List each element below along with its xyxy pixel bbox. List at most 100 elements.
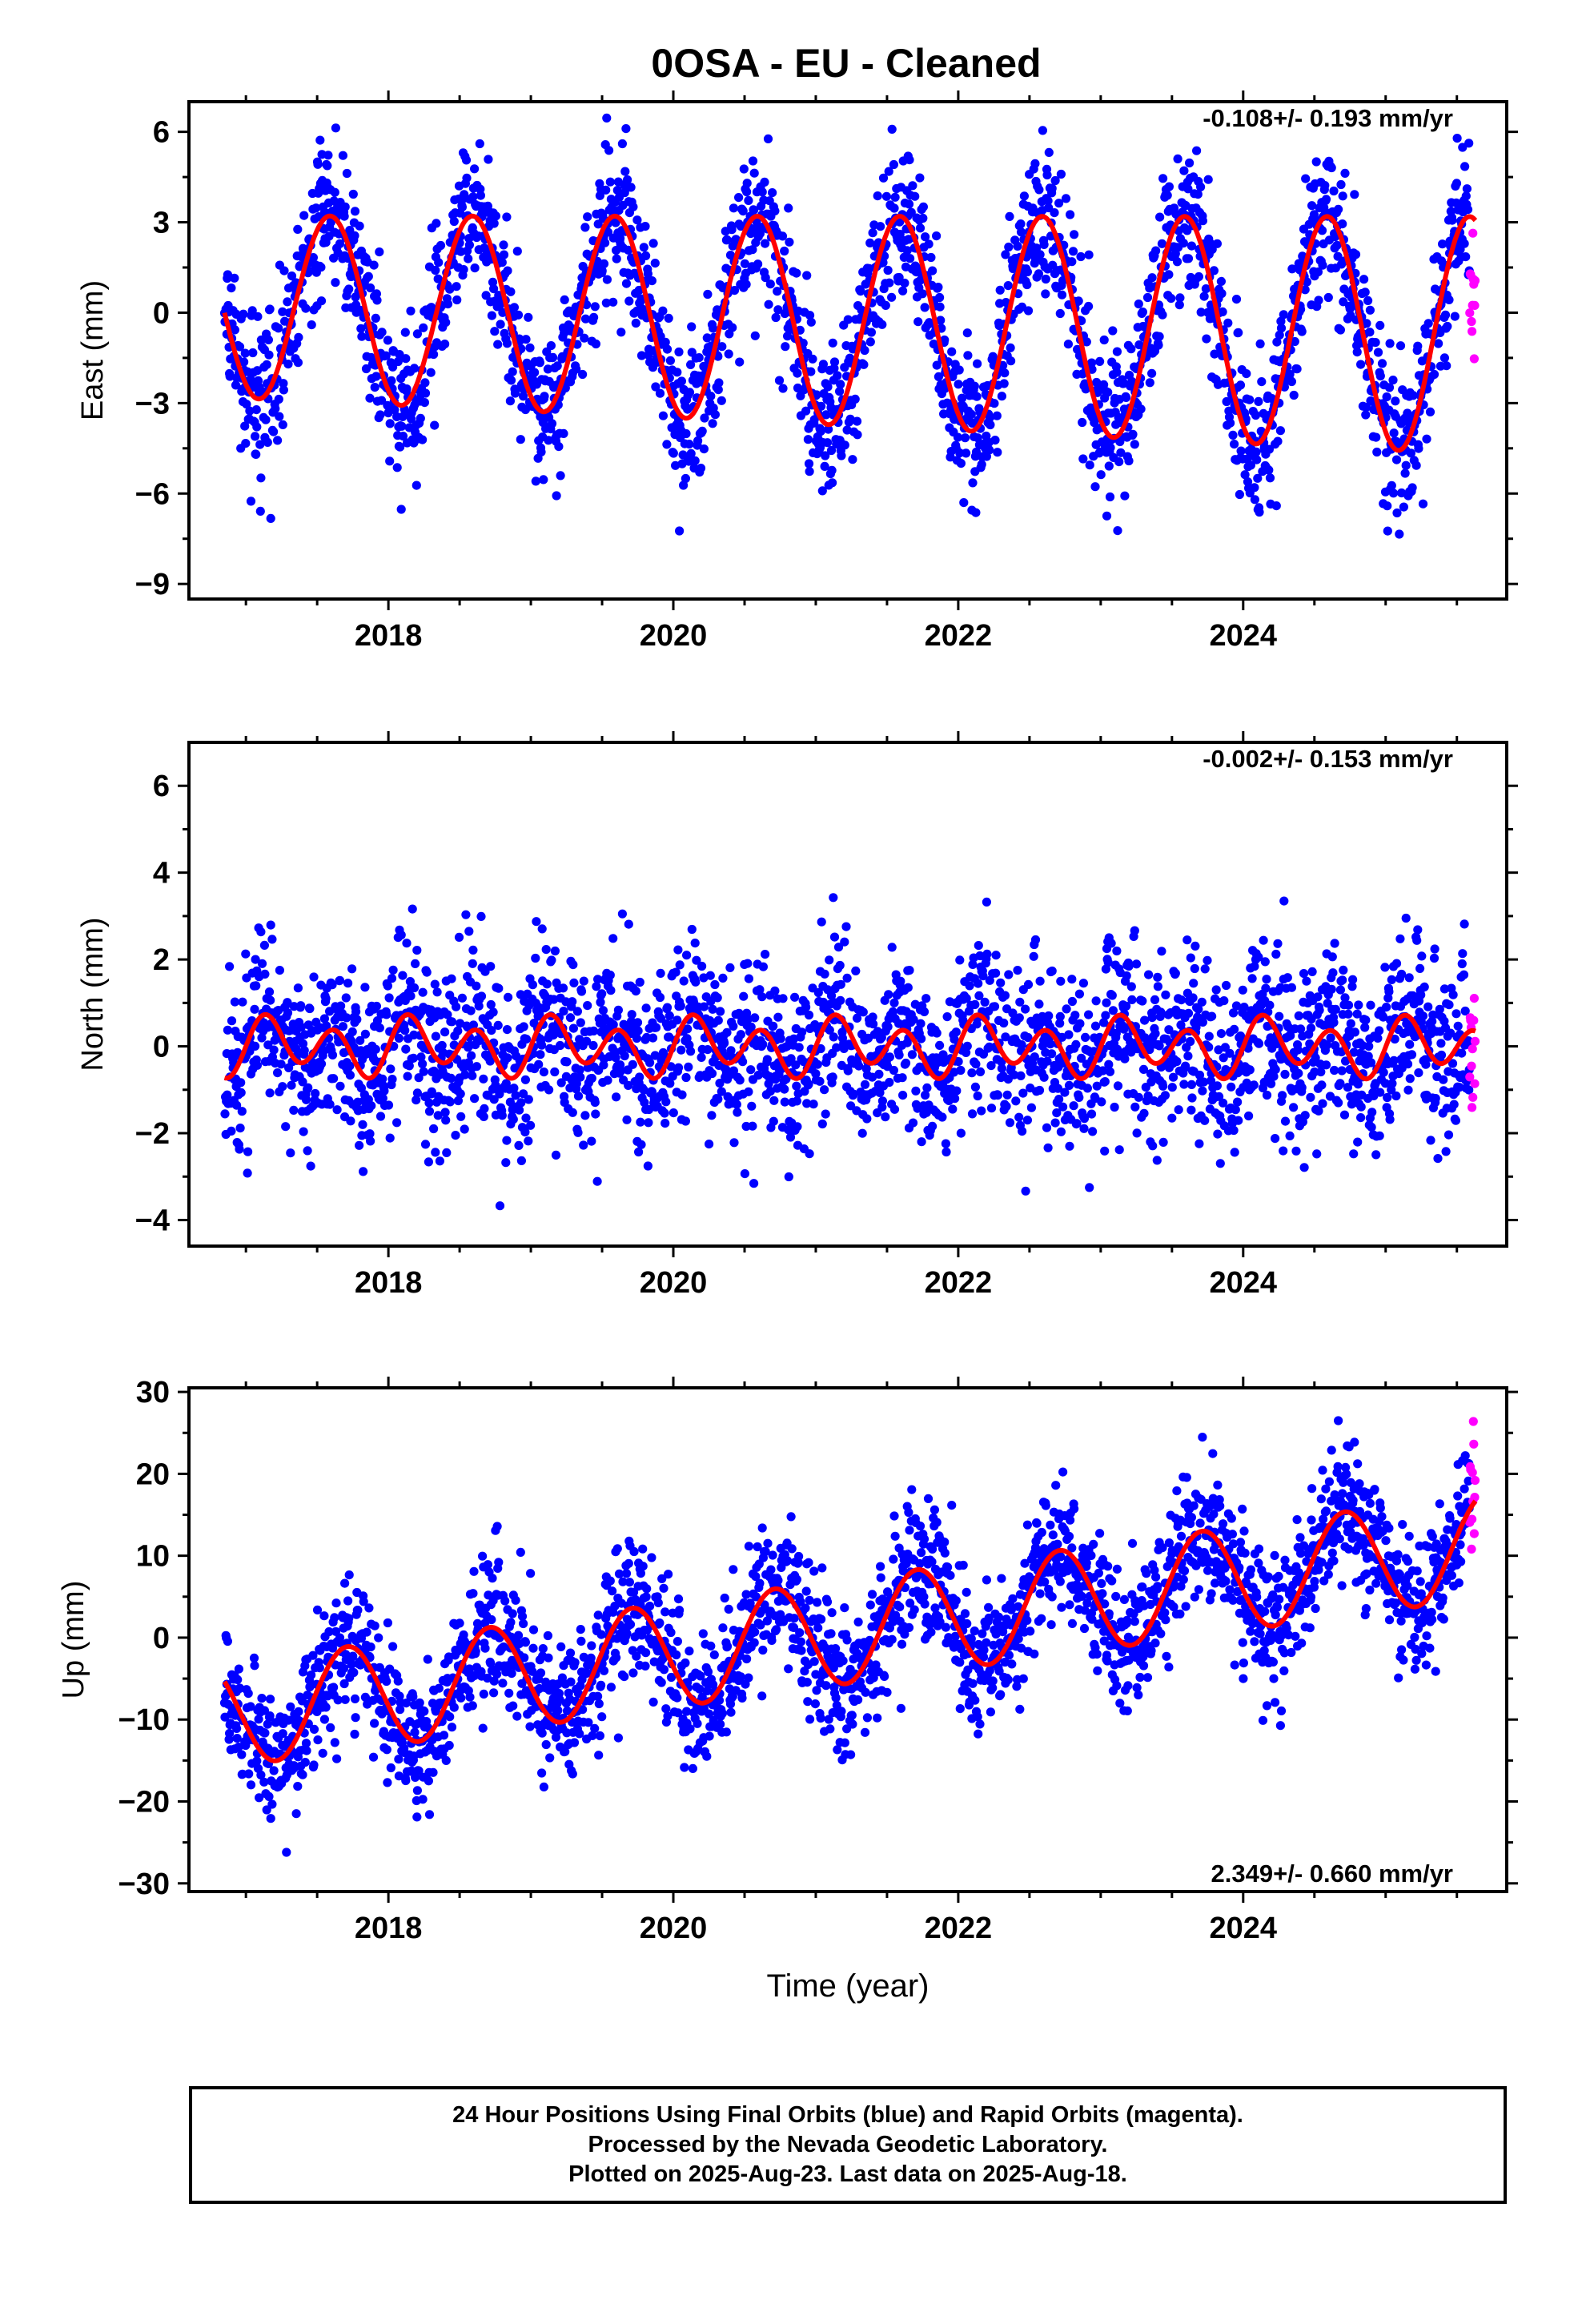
final-orbit-point <box>890 192 900 202</box>
final-orbit-point <box>1335 1079 1345 1088</box>
final-orbit-point <box>1142 292 1153 303</box>
final-orbit-point <box>1061 194 1071 203</box>
final-orbit-point <box>908 181 917 191</box>
final-orbit-point <box>859 360 869 369</box>
final-orbit-point <box>367 1101 376 1111</box>
final-orbit-point <box>797 1027 807 1037</box>
final-orbit-point <box>348 189 358 199</box>
final-orbit-point <box>778 994 788 1003</box>
final-orbit-point <box>693 436 703 446</box>
final-orbit-point <box>1216 1029 1226 1039</box>
final-orbit-point <box>227 1126 236 1136</box>
final-orbit-point <box>913 317 923 327</box>
final-orbit-point <box>817 917 826 927</box>
final-orbit-point <box>1155 212 1165 222</box>
final-orbit-point <box>952 1086 962 1096</box>
final-orbit-point <box>1193 190 1203 199</box>
final-orbit-point <box>1423 319 1433 328</box>
final-orbit-point <box>261 415 271 424</box>
final-orbit-point <box>591 1109 600 1119</box>
final-orbit-point <box>1099 335 1109 345</box>
final-orbit-point <box>977 460 986 469</box>
final-orbit-point <box>881 1112 890 1122</box>
final-orbit-point <box>274 394 283 404</box>
final-orbit-point <box>1334 204 1343 214</box>
final-orbit-point <box>1278 1091 1287 1100</box>
final-orbit-point <box>472 1062 482 1072</box>
final-orbit-point <box>954 380 963 389</box>
final-orbit-point <box>1429 953 1439 963</box>
final-orbit-point <box>443 300 453 309</box>
final-orbit-point <box>457 993 468 1003</box>
final-orbit-point <box>344 284 354 294</box>
final-orbit-point <box>1201 284 1211 294</box>
final-orbit-point <box>1354 1000 1363 1010</box>
final-orbit-point <box>805 311 815 320</box>
final-orbit-point <box>435 1156 445 1166</box>
east-y-axis-label: East (mm) <box>76 280 110 420</box>
final-orbit-point <box>365 393 375 403</box>
final-orbit-point <box>1306 1092 1315 1102</box>
final-orbit-point <box>1279 1146 1288 1156</box>
final-orbit-point <box>1307 967 1317 976</box>
final-orbit-point <box>1158 1081 1168 1091</box>
final-orbit-point <box>720 1038 729 1048</box>
final-orbit-point <box>1440 310 1451 320</box>
final-orbit-point <box>253 376 263 385</box>
final-orbit-point <box>572 1007 583 1016</box>
final-orbit-point <box>251 405 261 415</box>
final-orbit-point <box>550 946 560 956</box>
final-orbit-point <box>940 335 950 345</box>
final-orbit-point <box>773 287 782 296</box>
final-orbit-point <box>1034 185 1044 195</box>
final-orbit-point <box>669 448 678 458</box>
final-orbit-point <box>508 367 517 376</box>
final-orbit-point <box>1136 404 1146 414</box>
final-orbit-point <box>1279 310 1288 320</box>
final-orbit-point <box>1367 1108 1377 1117</box>
final-orbit-point <box>401 354 411 364</box>
final-orbit-point <box>497 1111 507 1120</box>
final-orbit-point <box>287 271 297 281</box>
final-orbit-point <box>621 124 631 134</box>
final-orbit-point <box>959 498 969 508</box>
final-orbit-point <box>568 997 577 1007</box>
final-orbit-point <box>1182 935 1192 945</box>
final-orbit-point <box>1147 273 1157 283</box>
final-orbit-point <box>1022 267 1032 277</box>
final-orbit-point <box>1275 330 1284 340</box>
final-orbit-point <box>401 1044 411 1054</box>
final-orbit-point <box>251 1041 260 1051</box>
final-orbit-point <box>424 1157 434 1167</box>
final-orbit-point <box>591 339 601 349</box>
final-orbit-point <box>296 1001 306 1011</box>
final-orbit-point <box>1362 319 1371 328</box>
final-orbit-point <box>973 433 982 443</box>
final-orbit-point <box>1066 210 1075 219</box>
final-orbit-point <box>780 246 789 256</box>
final-orbit-point <box>1397 488 1407 498</box>
final-orbit-point <box>1317 1080 1327 1090</box>
final-orbit-point <box>829 357 840 367</box>
y-tick-label: −3 <box>135 387 170 420</box>
final-orbit-point <box>885 1077 894 1088</box>
final-orbit-point <box>866 328 876 337</box>
final-orbit-point <box>521 335 531 344</box>
rapid-orbit-point <box>1468 327 1477 336</box>
final-orbit-point <box>681 473 691 484</box>
final-orbit-point <box>1018 1088 1028 1098</box>
final-orbit-point <box>671 460 681 470</box>
final-orbit-point <box>860 1080 870 1089</box>
final-orbit-point <box>1034 1085 1045 1096</box>
final-orbit-point <box>673 368 682 377</box>
final-orbit-point <box>296 1023 306 1032</box>
final-orbit-point <box>1423 1002 1433 1011</box>
final-orbit-point <box>1297 1083 1307 1092</box>
final-orbit-point <box>1452 198 1461 207</box>
final-orbit-point <box>761 239 770 248</box>
final-orbit-point <box>677 376 687 386</box>
final-orbit-point <box>378 1074 387 1084</box>
final-orbit-point <box>1106 443 1115 452</box>
final-orbit-point <box>972 392 982 401</box>
final-orbit-point <box>910 191 920 201</box>
